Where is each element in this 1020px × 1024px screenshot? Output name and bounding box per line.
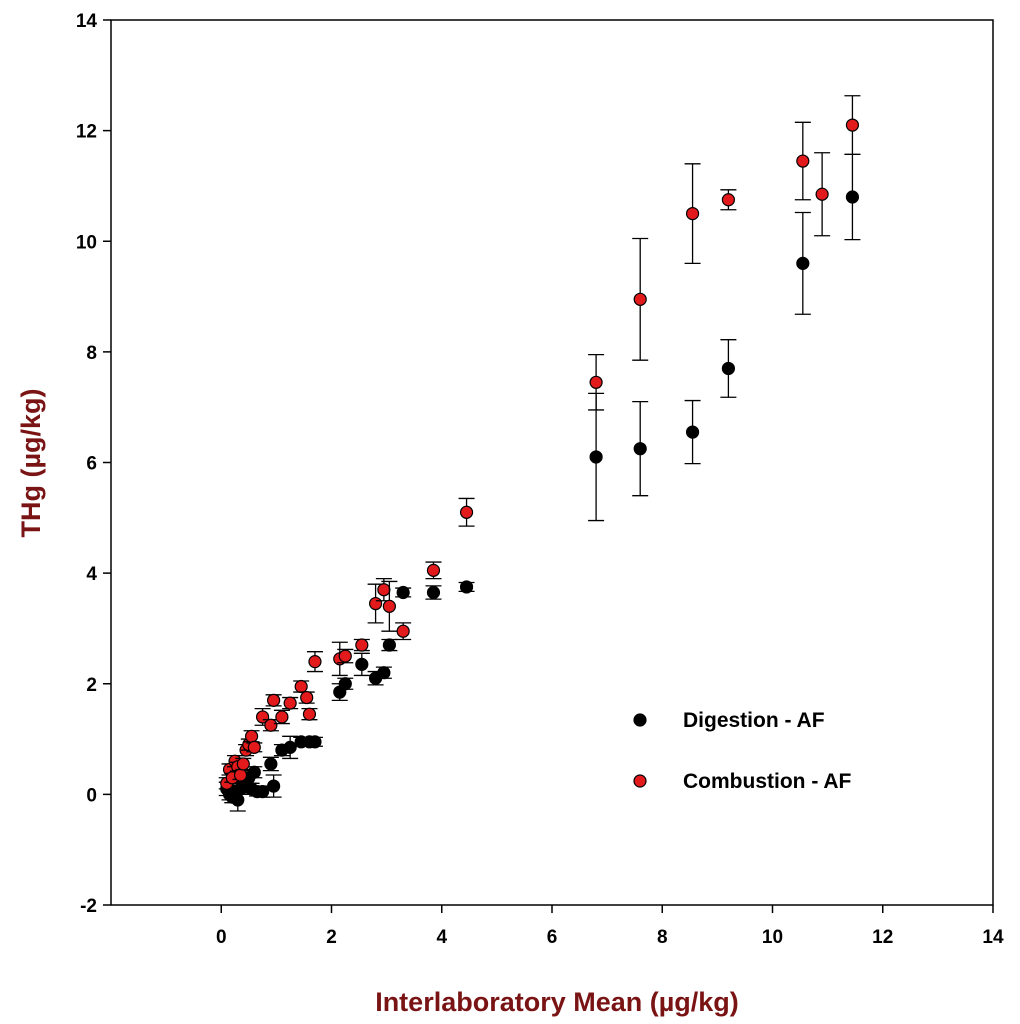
data-point [355,638,369,652]
legend-marker-combustion [633,774,647,788]
series-combustion [218,95,861,790]
x-axis-title: Interlaboratory Mean (µg/kg) [375,987,739,1017]
data-point [302,707,317,721]
data-points [218,95,861,812]
x-tick-label: 0 [216,927,227,948]
x-tick-label: 12 [872,927,893,948]
y-tick-label: 12 [76,122,97,143]
y-axis-ticks: -2 0 2 4 6 8 10 12 14 [76,11,111,917]
data-point [236,757,250,771]
data-point [300,690,314,705]
y-tick-label: 8 [86,343,97,364]
y-axis-title: THg (µg/kg) [16,388,46,537]
data-point [264,757,278,771]
y-tick-label: 2 [86,675,97,696]
data-point [382,599,396,613]
x-tick-label: 8 [657,927,668,948]
data-point [721,193,736,207]
legend: Digestion - AF Combustion - AF [633,709,852,793]
data-point [633,292,647,306]
data-point [255,785,270,799]
legend-marker-digestion [633,713,647,727]
data-point [377,666,391,680]
data-point [426,585,441,600]
data-point [308,735,322,749]
data-point [275,710,289,724]
x-tick-label: 14 [982,927,1004,948]
data-point [283,740,297,754]
data-point [267,693,281,707]
data-point [845,190,860,204]
data-point [396,624,410,638]
data-point [396,585,410,600]
legend-label-digestion: Digestion - AF [683,709,825,732]
legend-label-combustion: Combustion - AF [683,770,852,793]
data-point [308,655,322,669]
data-point [231,793,245,807]
data-point [426,563,441,577]
x-tick-label: 6 [547,927,558,948]
data-point [264,718,278,732]
data-point [377,583,391,597]
data-point [338,677,352,691]
data-point [796,154,810,168]
data-point [721,361,736,376]
y-tick-label: 10 [76,232,97,253]
data-point [247,765,261,779]
data-point [796,256,810,270]
data-point [685,425,700,439]
x-tick-label: 4 [436,927,447,948]
x-axis-ticks: 0 2 4 6 8 10 12 14 [216,905,1004,948]
y-tick-label: 6 [86,454,97,475]
data-point [283,696,297,710]
data-point [459,505,474,519]
data-point [815,187,829,201]
data-point [294,679,308,694]
data-point [244,729,259,743]
data-point [382,638,396,652]
data-point [267,779,281,793]
data-point [233,768,248,782]
y-tick-label: 0 [86,785,97,806]
data-point [589,375,603,389]
x-tick-label: 10 [762,927,783,948]
data-point [633,442,647,456]
y-tick-label: -2 [80,896,97,917]
data-point [247,740,261,754]
series-digestion [218,153,861,812]
data-point [459,580,474,594]
data-point [369,596,383,611]
data-point [845,118,860,132]
data-point [338,649,352,663]
y-tick-label: 4 [86,564,97,585]
data-point [589,450,603,464]
data-point [685,206,700,221]
y-tick-label: 14 [76,11,98,32]
data-point [355,657,369,671]
x-tick-label: 2 [326,927,337,948]
